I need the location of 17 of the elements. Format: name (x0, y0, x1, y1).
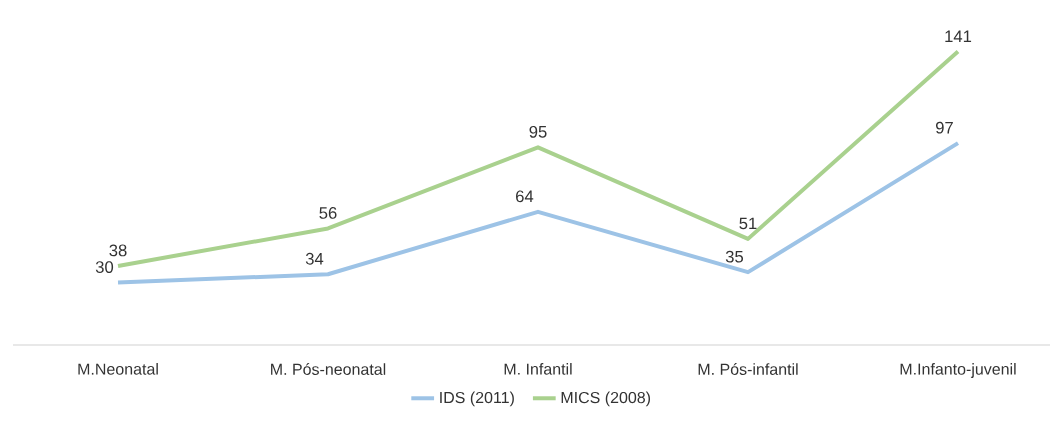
data-label: 97 (935, 121, 953, 134)
legend-label: MICS (2008) (561, 391, 651, 407)
legend-label: IDS (2011) (440, 391, 514, 407)
x-tick-label: M.Neonatal (78, 363, 158, 375)
data-label: 56 (319, 207, 337, 219)
x-tick-label: M. Pós-infantil (698, 363, 798, 375)
data-label: 34 (305, 252, 324, 265)
data-label: 38 (109, 244, 127, 257)
data-label: 30 (95, 261, 114, 273)
data-label: 35 (725, 250, 744, 263)
data-label: 51 (739, 217, 757, 230)
data-label: 95 (529, 125, 547, 138)
x-tick-label: M.Infanto-juvenil (900, 363, 1016, 378)
data-label: 141 (945, 30, 972, 42)
data-label: 64 (516, 190, 534, 203)
x-tick-label: M. Pós-neonatal (271, 363, 386, 375)
x-tick-label: M. Infantil (504, 363, 572, 375)
